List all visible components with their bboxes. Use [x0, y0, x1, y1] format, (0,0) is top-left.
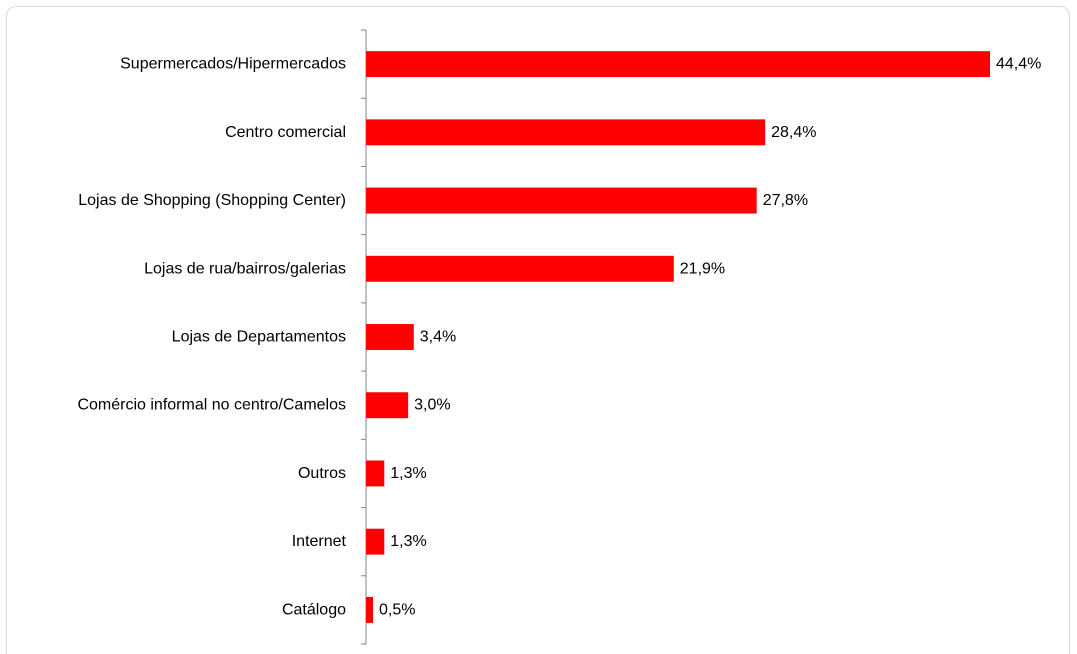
data-label: 28,4%	[771, 124, 816, 141]
bars	[366, 51, 990, 623]
data-label: 21,9%	[680, 260, 725, 277]
data-label: 3,0%	[414, 397, 450, 414]
bar	[366, 528, 385, 555]
bar	[366, 392, 409, 419]
category-label: Supermercados/Hipermercados	[120, 56, 346, 73]
category-label: Lojas de Shopping (Shopping Center)	[78, 192, 346, 209]
bar	[366, 460, 385, 487]
data-label: 44,4%	[996, 56, 1041, 73]
category-labels: Supermercados/Hipermercados Centro comerc…	[77, 56, 346, 619]
data-label: 3,4%	[420, 329, 456, 346]
bar	[366, 255, 674, 282]
category-label: Lojas de Departamentos	[172, 329, 346, 346]
category-label: Catálogo	[282, 601, 346, 618]
data-label: 1,3%	[390, 533, 426, 550]
category-axis	[361, 29, 367, 645]
data-label: 27,8%	[763, 192, 808, 209]
data-label: 0,5%	[379, 601, 415, 618]
category-label: Lojas de rua/bairros/galerias	[144, 260, 346, 277]
category-label: Outros	[298, 465, 346, 482]
category-label: Centro comercial	[225, 124, 346, 141]
category-label: Comércio informal no centro/Camelos	[77, 397, 346, 414]
bar	[366, 187, 757, 214]
bar	[366, 596, 374, 623]
data-labels: 44,4% 28,4% 27,8% 21,9% 3,4% 3,0% 1,3% 1,3% 0,5%	[379, 56, 1041, 619]
bar	[366, 51, 990, 78]
chart-frame	[6, 6, 1070, 654]
category-label: Internet	[292, 533, 347, 550]
bar	[366, 119, 766, 146]
bar	[366, 324, 414, 350]
data-label: 1,3%	[390, 465, 426, 482]
